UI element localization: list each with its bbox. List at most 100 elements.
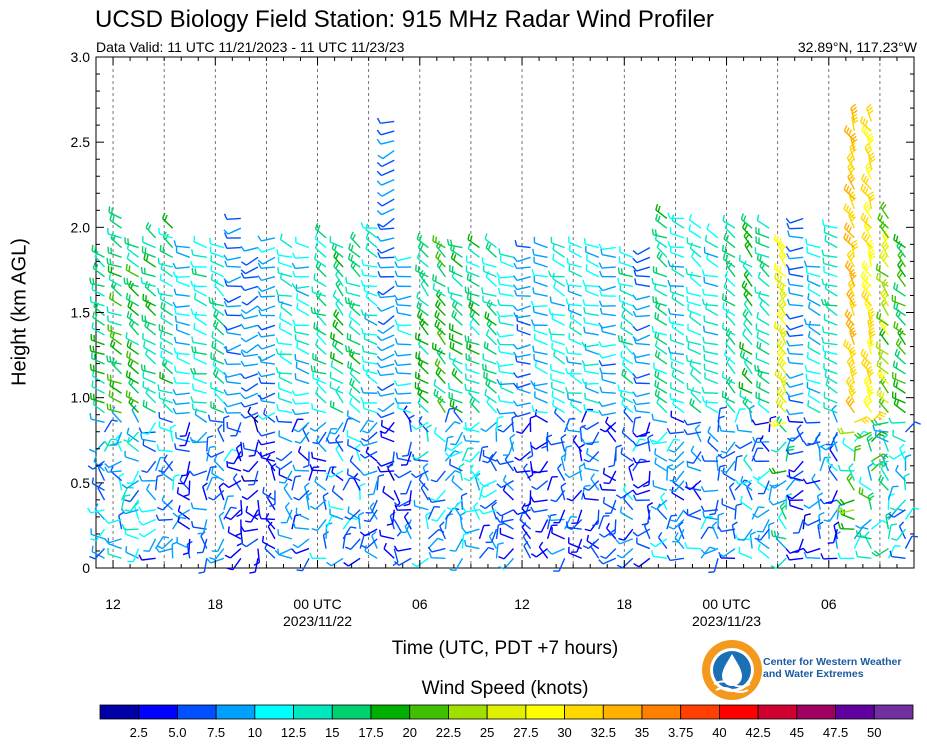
barb-shaft [295,547,310,555]
barb-shaft [636,431,651,438]
wind-barb [565,347,582,356]
barb-shaft [200,535,208,549]
barb-shaft [811,478,821,491]
barb-shaft [653,331,668,336]
wind-barb [176,536,191,550]
barb-flag [467,233,471,240]
barb-shaft [408,490,412,505]
barb-shaft [739,395,753,404]
wind-barb [497,421,515,433]
barb-flag [257,371,262,377]
wind-barb [124,237,139,249]
barb-flag [851,106,857,112]
barb-flag [111,207,114,214]
barb-flag [235,532,242,537]
barb-shaft [125,337,139,346]
barb-flag [126,252,130,259]
wind-barb [633,405,650,414]
barb-flag [785,246,791,252]
barb-flag [705,302,708,309]
barb-flag [223,324,229,331]
barb-flag [109,404,112,411]
wind-barb [360,397,378,404]
wind-barb [541,432,549,449]
barb-flag [464,286,467,293]
barb-shaft [342,526,352,540]
wind-barb [774,368,787,385]
barb-shaft [853,430,865,443]
barb-shaft [347,366,361,375]
wind-barb [651,228,668,239]
wind-barb [173,377,190,385]
wind-barb [210,381,225,394]
barb-flag [211,331,214,338]
wind-barb [355,443,361,462]
wind-barb [530,300,548,308]
barb-shaft [145,353,157,365]
wind-barb [836,498,855,506]
wind-barb [583,462,599,472]
wind-barb [450,431,464,446]
barb-flag [277,266,280,274]
barb-shaft [614,519,617,534]
wind-barb [755,391,770,404]
wind-barb [172,398,190,405]
barb-shaft [669,557,685,562]
barb-shaft [789,334,804,338]
barb-shaft [604,421,617,433]
barb-flag [314,242,319,249]
barb-shaft [451,480,463,491]
wind-barb [394,557,412,566]
barb-shaft [521,527,532,540]
barb-shaft [535,548,549,558]
wind-barb [206,476,219,491]
barb-flag [438,398,444,404]
barb-shaft [734,456,738,471]
wind-barbs [86,103,921,574]
barb-shaft [214,548,225,560]
wind-barb [787,230,804,239]
wind-barb [632,373,651,379]
barb-flag [488,301,493,308]
barb-flag [240,285,246,291]
wind-barb [608,451,617,468]
barb-flag [486,342,489,350]
barb-flag [496,483,502,489]
wind-barb [689,368,702,385]
barb-flag [523,463,528,469]
barb-flag [851,148,857,154]
barb-flag [843,203,847,210]
wind-barb [671,292,685,307]
barb-flag [452,343,455,350]
wind-barb [785,445,795,462]
barb-flag [656,371,660,378]
wind-barb [816,492,824,510]
barb-flag [513,284,518,291]
wind-barb [722,214,736,229]
barb-flag [858,487,861,494]
wind-barb [240,272,258,279]
wind-barb [654,389,668,404]
barb-shaft [522,468,532,481]
wind-barb [820,553,838,560]
barb-shaft [823,368,838,375]
barb-shaft [806,251,821,258]
barb-flag [92,311,95,318]
wind-barb [598,360,616,367]
barb-flag [785,382,791,388]
barb-flag [89,277,92,284]
barb-flag [480,427,487,433]
barb-flag [172,512,179,518]
barb-flag [788,445,795,449]
barb-shaft [569,316,583,326]
barb-flag [257,331,262,338]
wind-barb [193,292,208,307]
barb-shaft [232,557,242,571]
barb-shaft [393,548,399,563]
barb-flag [786,437,793,442]
barb-shaft [125,456,139,462]
wind-barb [208,489,225,501]
barb-shaft [584,497,599,501]
barb-flag [190,521,194,528]
barb-shaft [175,305,190,308]
